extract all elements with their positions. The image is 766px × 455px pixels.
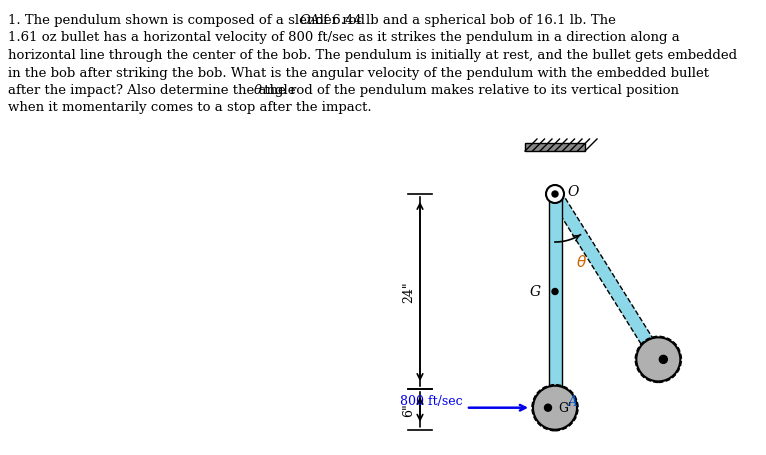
Circle shape — [533, 386, 577, 430]
Text: 1.61 oz bullet has a horizontal velocity of 800 ft/sec as it strikes the pendulu: 1.61 oz bullet has a horizontal velocity… — [8, 31, 679, 45]
Text: of 6.44 lb and a spherical bob of 16.1 lb. The: of 6.44 lb and a spherical bob of 16.1 l… — [311, 14, 616, 27]
Text: in the bob after striking the bob. What is the angular velocity of the pendulum : in the bob after striking the bob. What … — [8, 66, 709, 79]
Text: OA: OA — [300, 14, 320, 27]
Text: when it momentarily comes to a stop after the impact.: when it momentarily comes to a stop afte… — [8, 101, 372, 114]
Text: 24": 24" — [402, 281, 415, 303]
Text: O: O — [567, 185, 578, 198]
Circle shape — [660, 356, 667, 364]
Circle shape — [552, 192, 558, 197]
Text: after the impact? Also determine the angle: after the impact? Also determine the ang… — [8, 84, 300, 97]
Text: 1. The pendulum shown is composed of a slender rod: 1. The pendulum shown is composed of a s… — [8, 14, 369, 27]
Polygon shape — [549, 191, 664, 363]
Text: $\theta$: $\theta$ — [576, 253, 588, 269]
Circle shape — [637, 338, 680, 382]
Text: G: G — [530, 285, 541, 299]
Text: horizontal line through the center of the bob. The pendulum is initially at rest: horizontal line through the center of th… — [8, 49, 737, 62]
Text: 6": 6" — [402, 403, 415, 416]
Circle shape — [552, 289, 558, 295]
Text: θ: θ — [254, 84, 262, 97]
Text: the rod of the pendulum makes relative to its vertical position: the rod of the pendulum makes relative t… — [260, 84, 679, 97]
Bar — [525, 144, 585, 152]
Circle shape — [546, 186, 564, 203]
Text: 800 ft/sec: 800 ft/sec — [401, 394, 463, 407]
Circle shape — [545, 404, 552, 411]
Text: G': G' — [558, 401, 571, 415]
Text: A: A — [567, 394, 577, 408]
Bar — [548, 195, 561, 389]
